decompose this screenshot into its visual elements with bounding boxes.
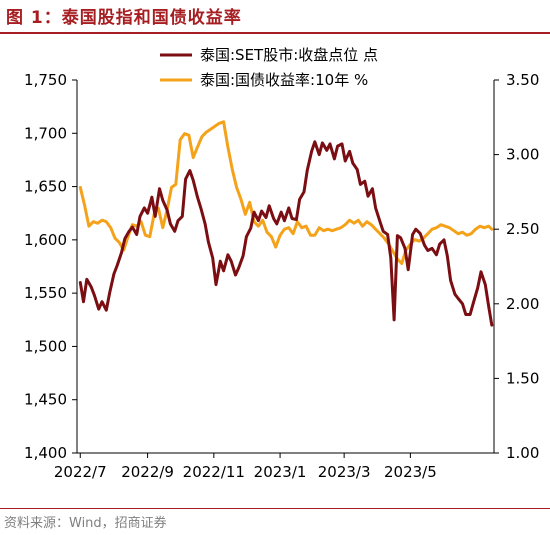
y-left-tick-label: 1,550: [24, 284, 67, 302]
y-left-tick-label: 1,700: [24, 124, 67, 142]
x-tick-label: 2022/9: [121, 463, 174, 481]
y-right-tick-label: 1.00: [506, 444, 539, 462]
y-right-tick-label: 3.50: [506, 71, 539, 89]
bond-yield-line: [78, 120, 494, 265]
y-right-tick-label: 2.50: [506, 220, 539, 238]
x-tick-label: 2022/11: [183, 463, 245, 481]
y-left-tick-label: 1,450: [24, 391, 67, 409]
set-index-line: [78, 140, 494, 327]
y-left-tick-label: 1,750: [24, 71, 67, 89]
y-left-tick-label: 1,650: [24, 178, 67, 196]
y-left-tick-label: 1,500: [24, 337, 67, 355]
x-tick-label: 2022/7: [54, 463, 107, 481]
source-divider: [0, 508, 550, 509]
y-right-tick-label: 1.50: [506, 369, 539, 387]
axes-group: 1,400 1,450 1,500 1,550 1,600 1,650 1,700 1,750…: [24, 71, 539, 481]
source-note: 资料来源：Wind，招商证券: [4, 516, 167, 531]
x-tick-label: 2023/1: [254, 463, 307, 481]
x-tick-label: 2023/3: [318, 463, 371, 481]
legend: 泰国:SET股市:收盘点位 点泰国:国债收益率:10年 %: [160, 46, 378, 89]
x-tick-label: 2023/5: [384, 463, 437, 481]
y-right-tick-label: 2.00: [506, 295, 539, 313]
title-divider: [0, 32, 550, 34]
y-right-tick-label: 3.00: [506, 146, 539, 164]
legend-label: 泰国:国债收益率:10年 %: [200, 71, 368, 89]
chart-canvas: 1,400 1,450 1,500 1,550 1,600 1,650 1,700 1,750…: [24, 46, 539, 481]
y-left-tick-label: 1,600: [24, 231, 67, 249]
legend-label: 泰国:SET股市:收盘点位 点: [200, 46, 378, 64]
series-group: [78, 120, 494, 327]
y-left-tick-label: 1,400: [24, 444, 67, 462]
chart-title: 图 1：泰国股指和国债收益率: [6, 8, 242, 28]
